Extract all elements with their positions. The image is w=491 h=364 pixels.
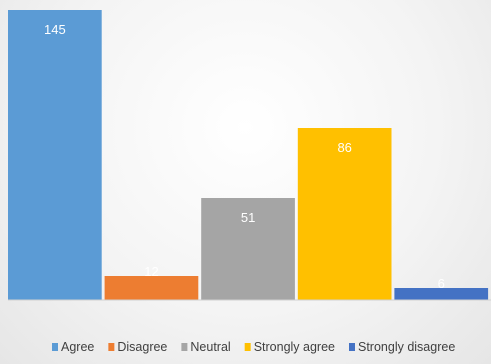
- legend-swatch-neutral: [181, 343, 188, 351]
- data-label-agree: 145: [44, 22, 66, 37]
- legend-swatch-strongly-agree: [244, 343, 251, 351]
- legend-swatch-disagree: [108, 343, 115, 351]
- legend-label-strongly-agree: Strongly agree: [254, 340, 335, 354]
- data-label-neutral: 51: [241, 210, 255, 225]
- data-labels-group: 145 12 51 86 6: [44, 22, 445, 291]
- legend-label-agree: Agree: [61, 340, 94, 354]
- bar-strongly-agree: [297, 128, 392, 300]
- legend-label-disagree: Disagree: [117, 340, 167, 354]
- legend: Agree Disagree Neutral Strongly agree Strong…: [52, 340, 455, 354]
- legend-swatch-agree: [52, 343, 58, 351]
- data-label-strongly-disagree: 6: [438, 276, 445, 291]
- legend-label-strongly-disagree: Strongly disagree: [358, 340, 455, 354]
- bars-group: [8, 10, 489, 300]
- legend-swatch-strongly-disagree: [349, 343, 355, 351]
- data-label-disagree: 12: [144, 264, 158, 279]
- data-label-strongly-agree: 86: [337, 140, 351, 155]
- legend-label-neutral: Neutral: [190, 340, 230, 354]
- bar-neutral: [201, 198, 295, 300]
- bar-agree: [8, 10, 102, 300]
- bar-strongly-disagree: [394, 288, 489, 300]
- bar-disagree: [104, 276, 199, 300]
